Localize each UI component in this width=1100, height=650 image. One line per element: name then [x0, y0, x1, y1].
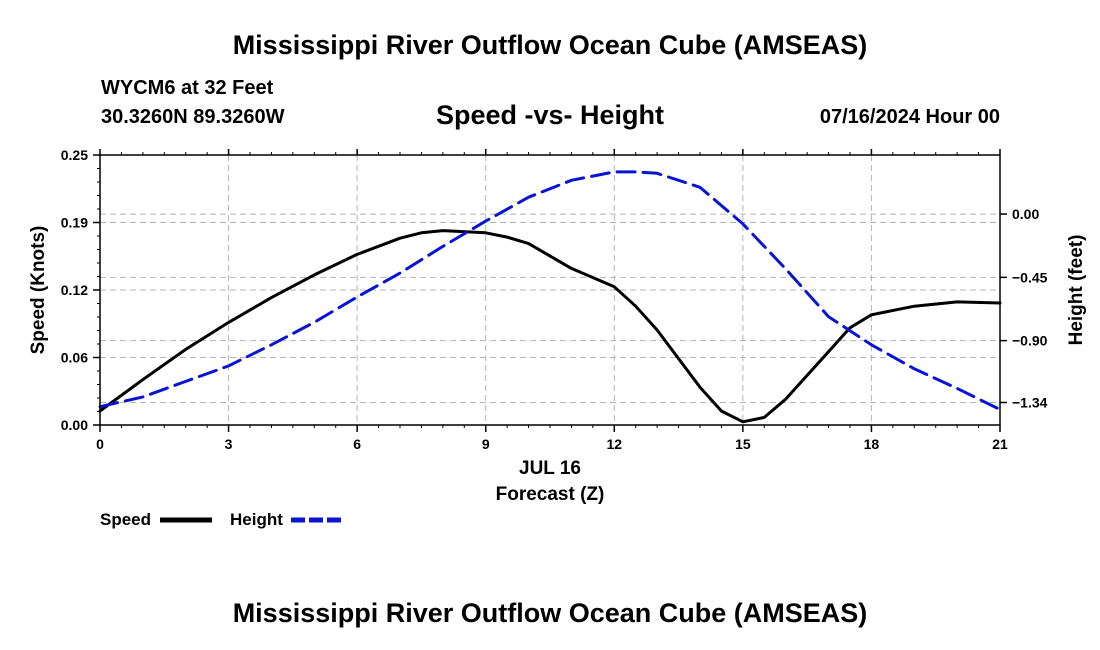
chart-title: Speed -vs- Height — [435, 100, 665, 130]
x-tick-label: 15 — [735, 436, 751, 452]
x-tick-label: 9 — [482, 436, 490, 452]
y-axis-label: Speed (Knots) — [28, 226, 49, 355]
x-tick-label: 0 — [96, 436, 104, 452]
speed-series-line — [98, 229, 1002, 424]
x-tick-label: 18 — [864, 436, 880, 452]
x-tick-label: 21 — [992, 436, 1008, 452]
page-title: Mississippi River Outflow Ocean Cube (AM… — [232, 30, 868, 60]
x-axis-label: Forecast (Z) — [496, 484, 605, 505]
forecast-datetime: 07/16/2024 Hour 00 — [819, 106, 1000, 128]
legend-label-height: Height — [230, 510, 283, 529]
legend: Speed Height — [100, 510, 343, 529]
x-axis-date-label: JUL 16 — [519, 458, 581, 479]
y2-tick-label: −0.90 — [1012, 333, 1048, 349]
y2-tick-label: 0.00 — [1012, 206, 1039, 222]
axis-tick-labels: 0 3 6 9 12 15 18 21 0.00 0.06 0.12 0.19 0.25 0.00 −0.4… — [61, 147, 1048, 452]
y2-tick-label: −1.34 — [1012, 395, 1048, 411]
legend-label-speed: Speed — [100, 510, 151, 529]
height-series-line — [98, 170, 1002, 411]
y2-tick-label: −0.45 — [1012, 269, 1048, 285]
x-tick-label: 12 — [606, 436, 622, 452]
grid-lines — [100, 155, 1000, 425]
x-tick-label: 3 — [225, 436, 233, 452]
y-tick-label: 0.12 — [61, 282, 88, 298]
y-tick-label: 0.19 — [61, 215, 88, 231]
station-label: WYCM6 at 32 Feet — [101, 77, 274, 99]
y-tick-label: 0.00 — [61, 417, 88, 433]
y-tick-label: 0.25 — [61, 147, 88, 163]
coordinates-label: 30.3260N 89.3260W — [101, 106, 285, 128]
x-tick-label: 6 — [353, 436, 361, 452]
y-tick-label: 0.06 — [61, 350, 88, 366]
axis-ticks — [93, 149, 1007, 432]
footer-title: Mississippi River Outflow Ocean Cube (AM… — [232, 598, 868, 628]
y2-axis-label: Height (feet) — [1066, 235, 1087, 346]
series-lines — [98, 170, 1002, 424]
